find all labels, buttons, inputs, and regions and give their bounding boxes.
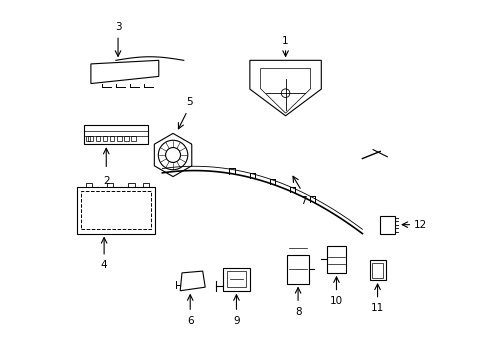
Bar [226,271,246,287]
Text: 5: 5 [185,98,192,107]
Bar [107,183,113,187]
Bar [326,246,346,273]
Bar [85,136,90,141]
Text: 10: 10 [329,296,343,306]
Bar [142,183,149,187]
Bar [369,260,385,280]
Bar [110,136,114,141]
Text: 12: 12 [413,220,427,230]
Text: 7: 7 [300,196,306,206]
Bar [85,183,92,187]
Bar [83,125,148,144]
Text: 6: 6 [186,316,193,326]
Bar [124,136,128,141]
Text: 4: 4 [101,260,107,270]
Bar [131,136,136,141]
Text: 3: 3 [115,22,121,32]
Text: 1: 1 [282,36,288,46]
Text: 8: 8 [294,307,301,317]
Text: 9: 9 [233,316,239,326]
Bar [81,192,151,229]
Bar [88,136,93,141]
Text: 2: 2 [103,176,109,186]
Bar [117,136,122,141]
Bar [287,255,308,284]
Bar [128,183,135,187]
Bar [223,267,249,291]
Text: 11: 11 [370,303,384,313]
Bar [77,187,155,234]
Bar [371,263,382,278]
Bar [380,216,394,234]
Bar [95,136,100,141]
Bar [102,136,107,141]
